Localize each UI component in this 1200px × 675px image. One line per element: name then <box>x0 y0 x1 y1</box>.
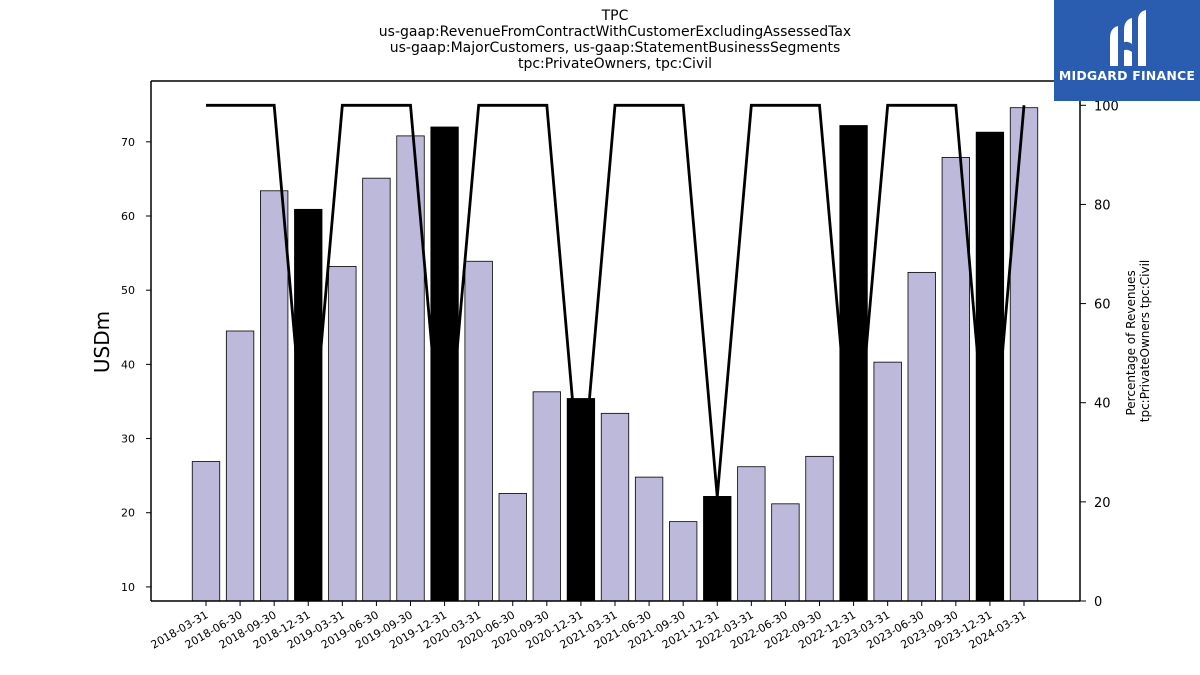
y2-tick-label-100: 100 <box>1094 99 1119 114</box>
bar-2018-06-30 <box>225 330 255 602</box>
y-tick-label-50: 50 <box>121 284 135 297</box>
bar-2020-06-30 <box>498 493 527 602</box>
y2-tick-label-60: 60 <box>1094 298 1111 313</box>
title-line-1: TPC <box>601 8 629 24</box>
y2-axis-ticks: 0 20 40 60 80 100 <box>1080 99 1119 610</box>
bar-2022-09-30 <box>805 455 834 602</box>
y2-axis-label-line-1: Percentage of Revenues <box>1124 270 1138 415</box>
x-axis-ticks: 2018-03-312018-06-302018-09-302018-12-31… <box>149 601 1029 652</box>
logo: MIDGARD FINANCE <box>1054 0 1200 101</box>
bars <box>191 107 1039 602</box>
bar-2023-06-30 <box>907 271 936 602</box>
bar-2019-12-31 <box>430 126 459 602</box>
bar-2021-06-30 <box>634 476 664 602</box>
y-tick-label-40: 40 <box>121 358 135 371</box>
bar-2022-12-31 <box>839 125 868 602</box>
y2-tick-label-80: 80 <box>1094 198 1111 213</box>
y2-tick-label-20: 20 <box>1094 496 1111 511</box>
y-tick-label-30: 30 <box>121 433 135 446</box>
bar-2018-03-31 <box>191 461 221 602</box>
bar-2020-03-31 <box>464 260 493 602</box>
logo-text: MIDGARD FINANCE <box>1058 68 1196 83</box>
bar-2021-09-30 <box>669 521 698 602</box>
y-tick-label-60: 60 <box>121 210 135 223</box>
bar-2021-03-31 <box>600 412 630 602</box>
title-line-3: us-gaap:MajorCustomers, us-gaap:Statemen… <box>390 40 841 56</box>
bar-2023-09-30 <box>941 157 970 602</box>
y2-axis-label-line-2: tpc:PrivateOwners tpc:Civil <box>1138 260 1152 423</box>
bar-2020-12-31 <box>566 398 596 602</box>
y2-tick-label-0: 0 <box>1094 595 1102 610</box>
y-axis-label: USDm <box>90 311 114 373</box>
bar-2019-06-30 <box>362 177 391 602</box>
y-axis-ticks: 10 20 30 40 50 60 70 <box>121 136 151 594</box>
bar-2018-12-31 <box>294 208 323 602</box>
bar-2023-03-31 <box>873 361 902 602</box>
bar-2022-03-31 <box>737 466 766 602</box>
y2-tick-label-40: 40 <box>1094 397 1111 412</box>
y-tick-label-70: 70 <box>121 136 135 149</box>
y-tick-label-10: 10 <box>121 581 135 594</box>
title-line-2: us-gaap:RevenueFromContractWithCustomerE… <box>379 24 851 40</box>
bar-2024-03-31 <box>1009 107 1039 602</box>
bar-2019-03-31 <box>328 266 357 602</box>
bar-2023-12-31 <box>975 131 1005 602</box>
bar-2022-06-30 <box>771 503 800 602</box>
percentage-line <box>206 103 1026 498</box>
chart-title: TPCus-gaap:RevenueFromContractWithCustom… <box>379 8 851 72</box>
bar-2021-12-31 <box>703 496 732 602</box>
y2-axis-label: Percentage of Revenues tpc:PrivateOwners… <box>1124 260 1152 423</box>
bar-2018-09-30 <box>260 190 289 602</box>
title-line-4: tpc:PrivateOwners, tpc:Civil <box>518 56 712 72</box>
midgard-logo-icon <box>1110 10 1146 66</box>
percentage-line-path <box>206 103 1026 498</box>
y-tick-label-20: 20 <box>121 507 135 520</box>
bar-2020-09-30 <box>532 391 561 602</box>
